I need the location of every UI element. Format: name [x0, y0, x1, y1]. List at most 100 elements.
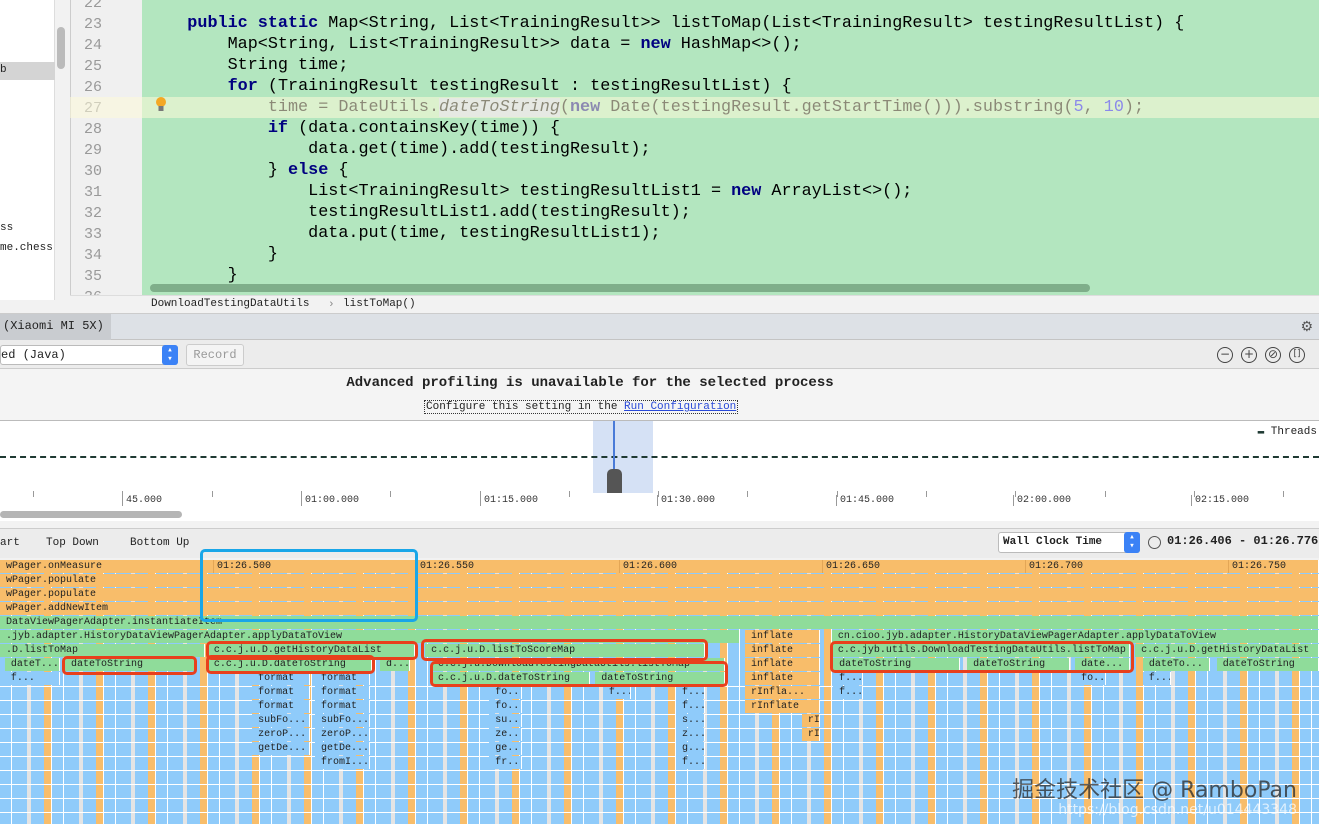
flame-frame[interactable]: dateToString: [595, 672, 726, 685]
flame-frame[interactable]: f...: [1142, 672, 1172, 685]
code-line[interactable]: testingResultList1.add(testingResult);: [147, 203, 691, 222]
flame-frame[interactable]: getDe...: [315, 742, 370, 755]
timeline[interactable]: ▬ Threads 45.000 01:00.000 01:15.000 01:30.…: [0, 421, 1319, 521]
flame-frame[interactable]: c.c.j.u.D.dateToString: [431, 672, 590, 685]
flame-frame[interactable]: DataViewPagerAdapter.instantiateItem: [0, 616, 1319, 629]
flame-axis-label: 01:26.550: [416, 560, 474, 573]
code-line[interactable]: data.get(time).add(testingResult);: [147, 140, 650, 159]
code-line[interactable]: public static Map<String, List<TrainingR…: [147, 14, 1184, 33]
flame-frame[interactable]: wPager.populate: [0, 588, 1319, 601]
code-line[interactable]: if (data.containsKey(time)) {: [147, 119, 560, 138]
flame-frame[interactable]: f...: [675, 700, 705, 713]
flame-frame[interactable]: inflate: [745, 630, 821, 643]
code-line[interactable]: Map<String, List<TrainingResult>> data =…: [147, 35, 802, 54]
code-line[interactable]: for (TrainingResult testingResult : test…: [147, 77, 792, 96]
breadcrumb-class[interactable]: DownloadTestingDataUtils: [151, 298, 310, 310]
flame-frame[interactable]: fo...: [1075, 672, 1107, 685]
editor-horizontal-scrollbar[interactable]: [150, 284, 1090, 292]
flame-frame[interactable]: d...: [380, 658, 411, 671]
flame-frame[interactable]: subFo...: [252, 714, 310, 727]
flame-frame[interactable]: f...: [602, 686, 632, 699]
zoom-to-selection-icon[interactable]: []: [1289, 347, 1305, 363]
flame-frame[interactable]: dateToString: [1216, 658, 1319, 671]
zoom-out-icon[interactable]: −: [1217, 347, 1233, 363]
flame-frame[interactable]: getDe...: [252, 742, 310, 755]
timeline-scrollbar[interactable]: [0, 511, 182, 518]
flame-frame[interactable]: format: [315, 686, 370, 699]
flame-frame[interactable]: rI...: [801, 728, 821, 741]
flame-frame[interactable]: date...: [1075, 658, 1130, 671]
code-line[interactable]: List<TrainingResult> testingResultList1 …: [147, 182, 912, 201]
flame-frame[interactable]: g...: [675, 742, 705, 755]
flame-frame[interactable]: f...: [833, 686, 863, 699]
flame-frame[interactable]: format: [315, 700, 370, 713]
flame-frame[interactable]: fromI...: [315, 756, 370, 769]
project-item[interactable]: me.chess: [0, 242, 53, 254]
code-line[interactable]: }: [147, 245, 278, 264]
flame-frame[interactable]: dateT...: [4, 658, 61, 671]
flame-frame[interactable]: format: [252, 686, 310, 699]
flame-frame[interactable]: ge...: [489, 742, 522, 755]
flame-frame[interactable]: format: [252, 700, 310, 713]
flame-frame[interactable]: format: [252, 672, 310, 685]
selection-handle[interactable]: [607, 469, 622, 493]
flame-frame[interactable]: rInflate: [745, 700, 821, 713]
zoom-in-icon[interactable]: +: [1241, 347, 1257, 363]
flame-frame[interactable]: f...: [4, 672, 61, 685]
flame-frame[interactable]: inflate: [745, 672, 821, 685]
flame-frame[interactable]: zeroP...: [315, 728, 370, 741]
flame-frame[interactable]: fo...: [489, 686, 522, 699]
flame-frame[interactable]: ze...: [489, 728, 522, 741]
flame-frame[interactable]: f...: [675, 686, 705, 699]
message-title: Advanced profiling is unavailable for th…: [346, 375, 834, 391]
project-scrollbar[interactable]: [57, 27, 65, 69]
flame-frame[interactable]: f...: [833, 672, 863, 685]
code-line[interactable]: data.put(time, testingResultList1);: [147, 224, 660, 243]
tab-bottom-up[interactable]: Bottom Up: [130, 537, 190, 549]
flame-frame[interactable]: su...: [489, 714, 522, 727]
clock-type-select[interactable]: Wall Clock Time ▴ ▾: [998, 532, 1140, 553]
flame-frame[interactable]: z...: [675, 728, 705, 741]
timeline-tick: [926, 491, 927, 497]
flame-frame[interactable]: wPager.addNewItem: [0, 602, 1319, 615]
flame-frame[interactable]: subFo...: [315, 714, 370, 727]
record-button[interactable]: Record: [186, 344, 244, 366]
flame-frame[interactable]: c.c.jyb.utils.DownloadTestingDataUtils.l…: [831, 644, 1130, 657]
gear-icon[interactable]: ⚙: [1300, 319, 1313, 335]
flame-frame[interactable]: fo...: [489, 700, 522, 713]
device-tab[interactable]: (Xiaomi MI 5X): [0, 314, 111, 340]
project-item[interactable]: b: [0, 62, 55, 80]
reset-zoom-icon[interactable]: ⊘: [1265, 347, 1281, 363]
process-select[interactable]: ed (Java) ▴ ▾: [0, 345, 178, 365]
flame-frame[interactable]: c.c.j.u.D.listToScoreMap: [425, 644, 705, 657]
flame-frame[interactable]: rI...: [801, 714, 821, 727]
flame-frame[interactable]: dateTo...: [1142, 658, 1210, 671]
flame-chart[interactable]: wPager.onMeasure wPager.populate wPager.po…: [0, 560, 1319, 824]
flame-frame[interactable]: rInfla...: [745, 686, 821, 699]
flame-frame[interactable]: .D.listToMap: [0, 644, 206, 657]
flame-frame[interactable]: c.c.j.u.D.getHistoryDataList: [207, 644, 415, 657]
flame-frame[interactable]: s...: [675, 714, 705, 727]
flame-frame[interactable]: c.c.j.u.D.getHistoryDataList: [1135, 644, 1319, 657]
flame-frame[interactable]: inflate: [745, 658, 821, 671]
line-number: 29: [84, 142, 103, 159]
flame-frame[interactable]: zeroP...: [252, 728, 310, 741]
flame-frame[interactable]: f...: [675, 756, 705, 769]
flame-frame[interactable]: format: [315, 672, 370, 685]
run-configuration-link[interactable]: Run Configuration: [624, 401, 737, 413]
lightbulb-icon[interactable]: [155, 96, 167, 112]
tab-flame-chart[interactable]: art: [0, 537, 20, 549]
flame-frame[interactable]: wPager.populate: [0, 574, 1319, 587]
flame-frame[interactable]: c.c.j.u.D.dateToString: [207, 658, 372, 671]
flame-frame[interactable]: inflate: [745, 644, 821, 657]
tab-top-down[interactable]: Top Down: [46, 537, 99, 549]
flame-frame[interactable]: dateToString: [967, 658, 1070, 671]
project-item[interactable]: ss: [0, 222, 14, 234]
breadcrumb-method[interactable]: listToMap(): [343, 298, 416, 310]
flame-frame[interactable]: dateToString: [833, 658, 960, 671]
code-editor[interactable]: public static Map<String, List<TrainingR…: [142, 0, 1319, 295]
code-line[interactable]: }: [147, 266, 238, 285]
code-line[interactable]: String time;: [147, 56, 349, 75]
flame-frame[interactable]: fr...: [489, 756, 522, 769]
code-line[interactable]: } else {: [147, 161, 349, 180]
